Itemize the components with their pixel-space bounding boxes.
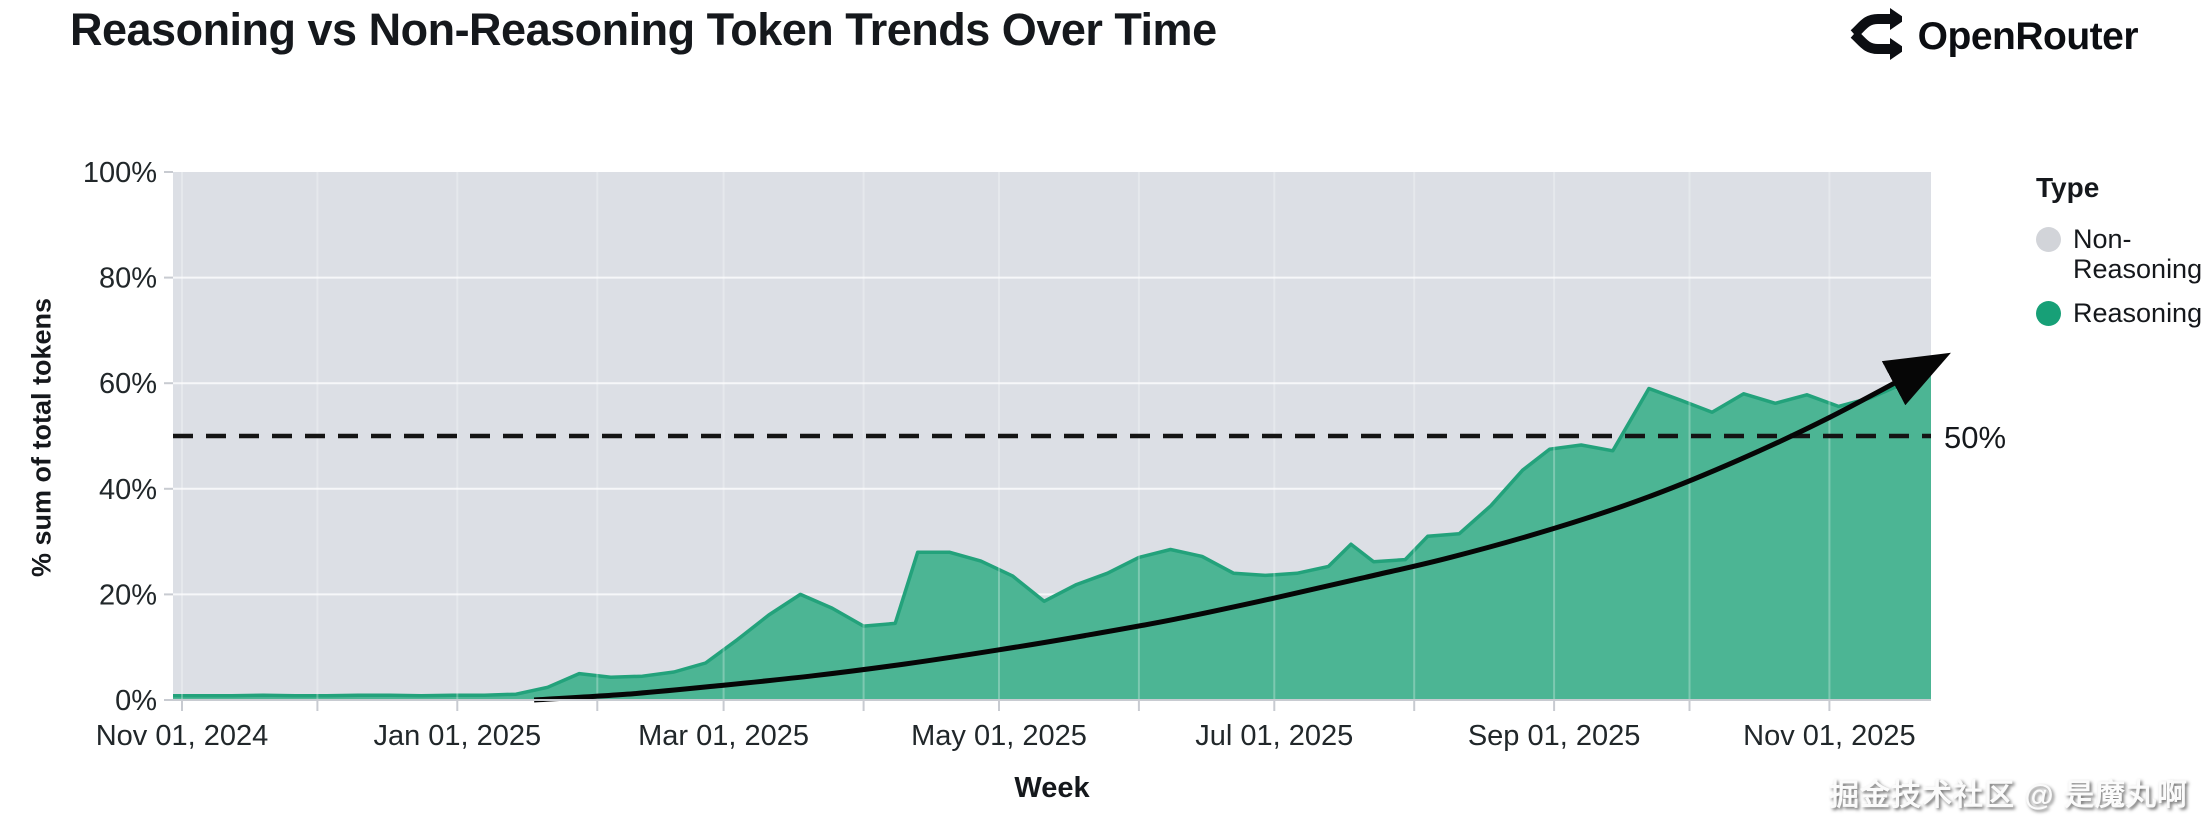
legend-title: Type xyxy=(2036,172,2100,203)
x-tick-label: May 01, 2025 xyxy=(911,720,1087,752)
legend-item-label: Reasoning xyxy=(2073,298,2202,329)
legend: Type Non-Reasoning Reasoning xyxy=(2036,172,2202,343)
page-title: Reasoning vs Non-Reasoning Token Trends … xyxy=(70,4,1217,55)
openrouter-icon xyxy=(1846,6,1906,67)
brand-logo: OpenRouter xyxy=(1846,6,2139,67)
y-tick-label: 0% xyxy=(115,685,157,717)
legend-item-label: Non-Reasoning xyxy=(2073,224,2202,285)
watermark: 掘金技术社区 @ 是魔丸啊 xyxy=(1829,779,2188,812)
x-tick-label: Nov 01, 2025 xyxy=(1743,720,1916,752)
y-tick-label: 20% xyxy=(99,579,157,611)
trend-arrow xyxy=(533,352,1951,703)
y-tick-label: 40% xyxy=(99,474,157,506)
x-tick-label: Jan 01, 2025 xyxy=(373,720,541,752)
brand-name: OpenRouter xyxy=(1917,14,2139,58)
reasoning-swatch-icon xyxy=(2036,301,2061,327)
x-tick-label: Nov 01, 2024 xyxy=(96,720,269,752)
y-tick-label: 60% xyxy=(99,368,157,400)
non-reasoning-swatch-icon xyxy=(2036,227,2061,252)
x-tick-label: Jul 01, 2025 xyxy=(1195,720,1353,752)
legend-item-reasoning[interactable]: Reasoning xyxy=(2036,298,2202,329)
legend-item-non-reasoning[interactable]: Non-Reasoning xyxy=(2036,224,2202,285)
reasoning-area-edge xyxy=(173,358,1933,698)
x-tick-label: Mar 01, 2025 xyxy=(638,720,809,752)
y-axis-title: % sum of total tokens xyxy=(26,297,57,578)
ref-line-label: 50% xyxy=(1944,420,2007,455)
y-tick-label: 80% xyxy=(99,263,157,295)
reasoning-area xyxy=(173,359,1931,700)
x-tick-label: Sep 01, 2025 xyxy=(1468,720,1641,752)
x-axis-title: Week xyxy=(1014,772,1090,804)
y-tick-label: 100% xyxy=(83,157,157,189)
